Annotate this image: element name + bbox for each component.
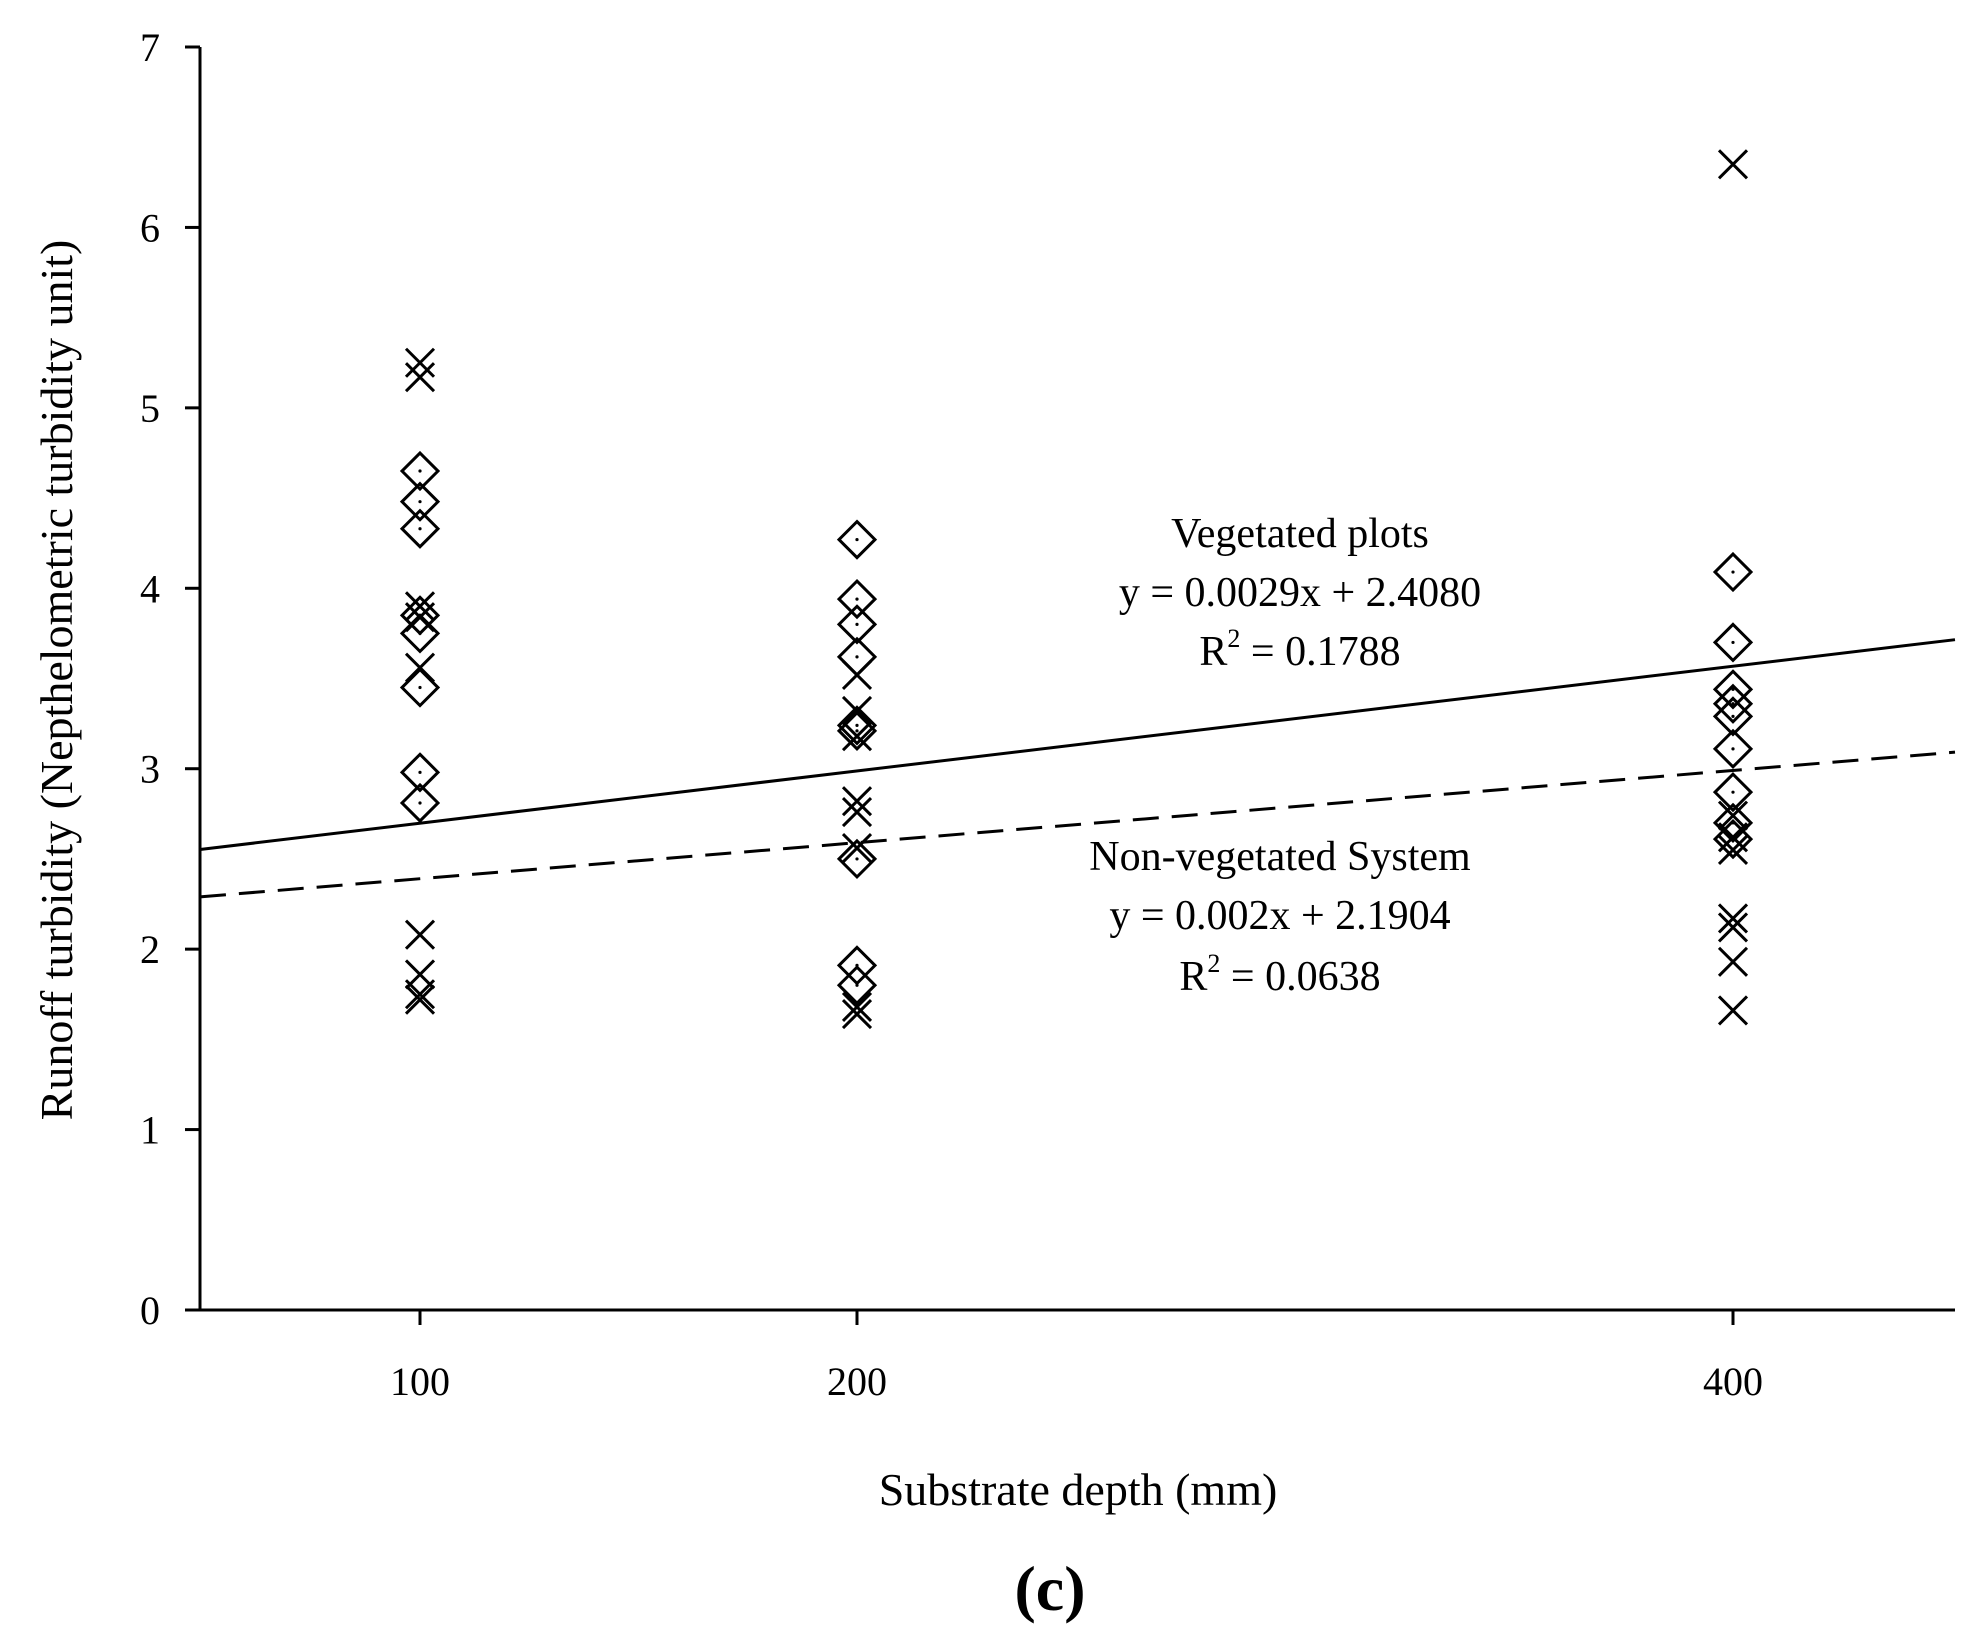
y-tick-label: 7 [140,25,160,70]
non-vegetated-r2-sup: 2 [1207,949,1220,978]
vegetated-point-diamond [836,838,878,880]
y-tick-label: 5 [140,386,160,431]
non-vegetated-point-x [1717,946,1749,977]
vegetated-point-diamond [399,667,441,708]
vegetated-point-diamond [399,508,441,549]
non-vegetated-point-x [841,796,873,828]
vegetated-point-diamond [1712,683,1754,724]
vegetated-point-diamond [399,782,441,824]
y-axis-ticks: 0 1 2 3 4 5 6 7 [140,25,200,1333]
non-vegetated-point-x [841,786,873,817]
y-axis-title: Runoff turbidity (Nepthelometric turbidi… [31,240,82,1121]
non-vegetated-point-x [1717,822,1749,853]
panel-label: (c) [1014,1553,1085,1624]
y-tick-label: 4 [140,566,160,611]
non-vegetated-points [404,149,1749,1030]
vegetated-point-diamond [836,965,878,1006]
non-vegetated-equation: y = 0.002x + 2.1904 [1109,893,1450,939]
non-vegetated-point-x [404,591,436,622]
non-vegetated-point-x [404,347,436,378]
non-vegetated-point-x [841,659,873,690]
y-tick-label: 0 [140,1288,160,1333]
non-vegetated-point-x [1717,834,1749,865]
vegetated-r2-sup: 2 [1227,624,1240,653]
non-vegetated-point-x [1717,800,1749,831]
non-vegetated-point-x [404,984,436,1015]
non-vegetated-point-x [1717,903,1749,934]
vegetated-trendline [199,638,1956,851]
vegetated-r2-value: = 0.1788 [1240,629,1400,675]
non-vegetated-point-x [404,652,436,683]
vegetated-r2-label: R [1199,629,1227,675]
x-tick-label: 200 [827,1359,887,1404]
non-vegetated-point-x [1717,912,1749,943]
vegetated-point-diamond [1712,551,1754,593]
non-vegetated-r2-value: = 0.0638 [1220,954,1380,1000]
non-vegetated-point-x [841,833,873,864]
non-vegetated-r2-label: R [1179,954,1207,1000]
y-tick-label: 2 [140,927,160,972]
non-vegetated-series-label: Non-vegetated System [1089,834,1471,880]
non-vegetated-trendline [199,750,1956,899]
non-vegetated-r2: R2 = 0.0638 [1179,949,1380,1000]
vegetated-r2: R2 = 0.1788 [1199,624,1400,675]
non-vegetated-point-x [404,919,436,950]
non-vegetated-point-x [1717,995,1749,1026]
x-tick-label: 100 [390,1359,450,1404]
non-vegetated-point-x [1717,149,1749,180]
vegetated-series-label: Vegetated plots [1171,511,1429,557]
vegetated-point-diamond [399,450,441,492]
x-axis-ticks: 100 200 400 [390,1310,1763,1404]
vegetated-point-diamond [1712,772,1754,813]
x-axis-title: Substrate depth (mm) [879,1464,1278,1515]
vegetated-points [399,450,1754,1006]
vegetated-point-diamond [1712,728,1754,769]
x-tick-label: 400 [1703,1359,1763,1404]
vegetated-point-diamond [836,578,878,620]
non-vegetated-point-x [404,362,436,393]
vegetated-point-diamond [1712,696,1754,737]
y-tick-label: 3 [140,747,160,792]
vegetated-point-diamond [399,481,441,522]
y-tick-label: 6 [140,205,160,250]
non-vegetated-point-x [841,991,873,1022]
non-vegetated-point-x [841,695,873,727]
vegetated-point-diamond [1712,622,1754,663]
non-vegetated-point-x [841,721,873,752]
vegetated-point-diamond [836,604,878,645]
vegetated-point-diamond [1712,669,1754,710]
non-vegetated-point-x [404,979,436,1010]
vegetated-point-diamond [399,752,441,793]
non-vegetated-point-x [841,999,873,1030]
vegetated-point-diamond [836,705,878,746]
vegetated-equation: y = 0.0029x + 2.4080 [1119,570,1481,616]
vegetated-point-diamond [836,519,878,560]
non-vegetated-point-x [404,602,436,633]
y-tick-label: 1 [140,1108,160,1153]
